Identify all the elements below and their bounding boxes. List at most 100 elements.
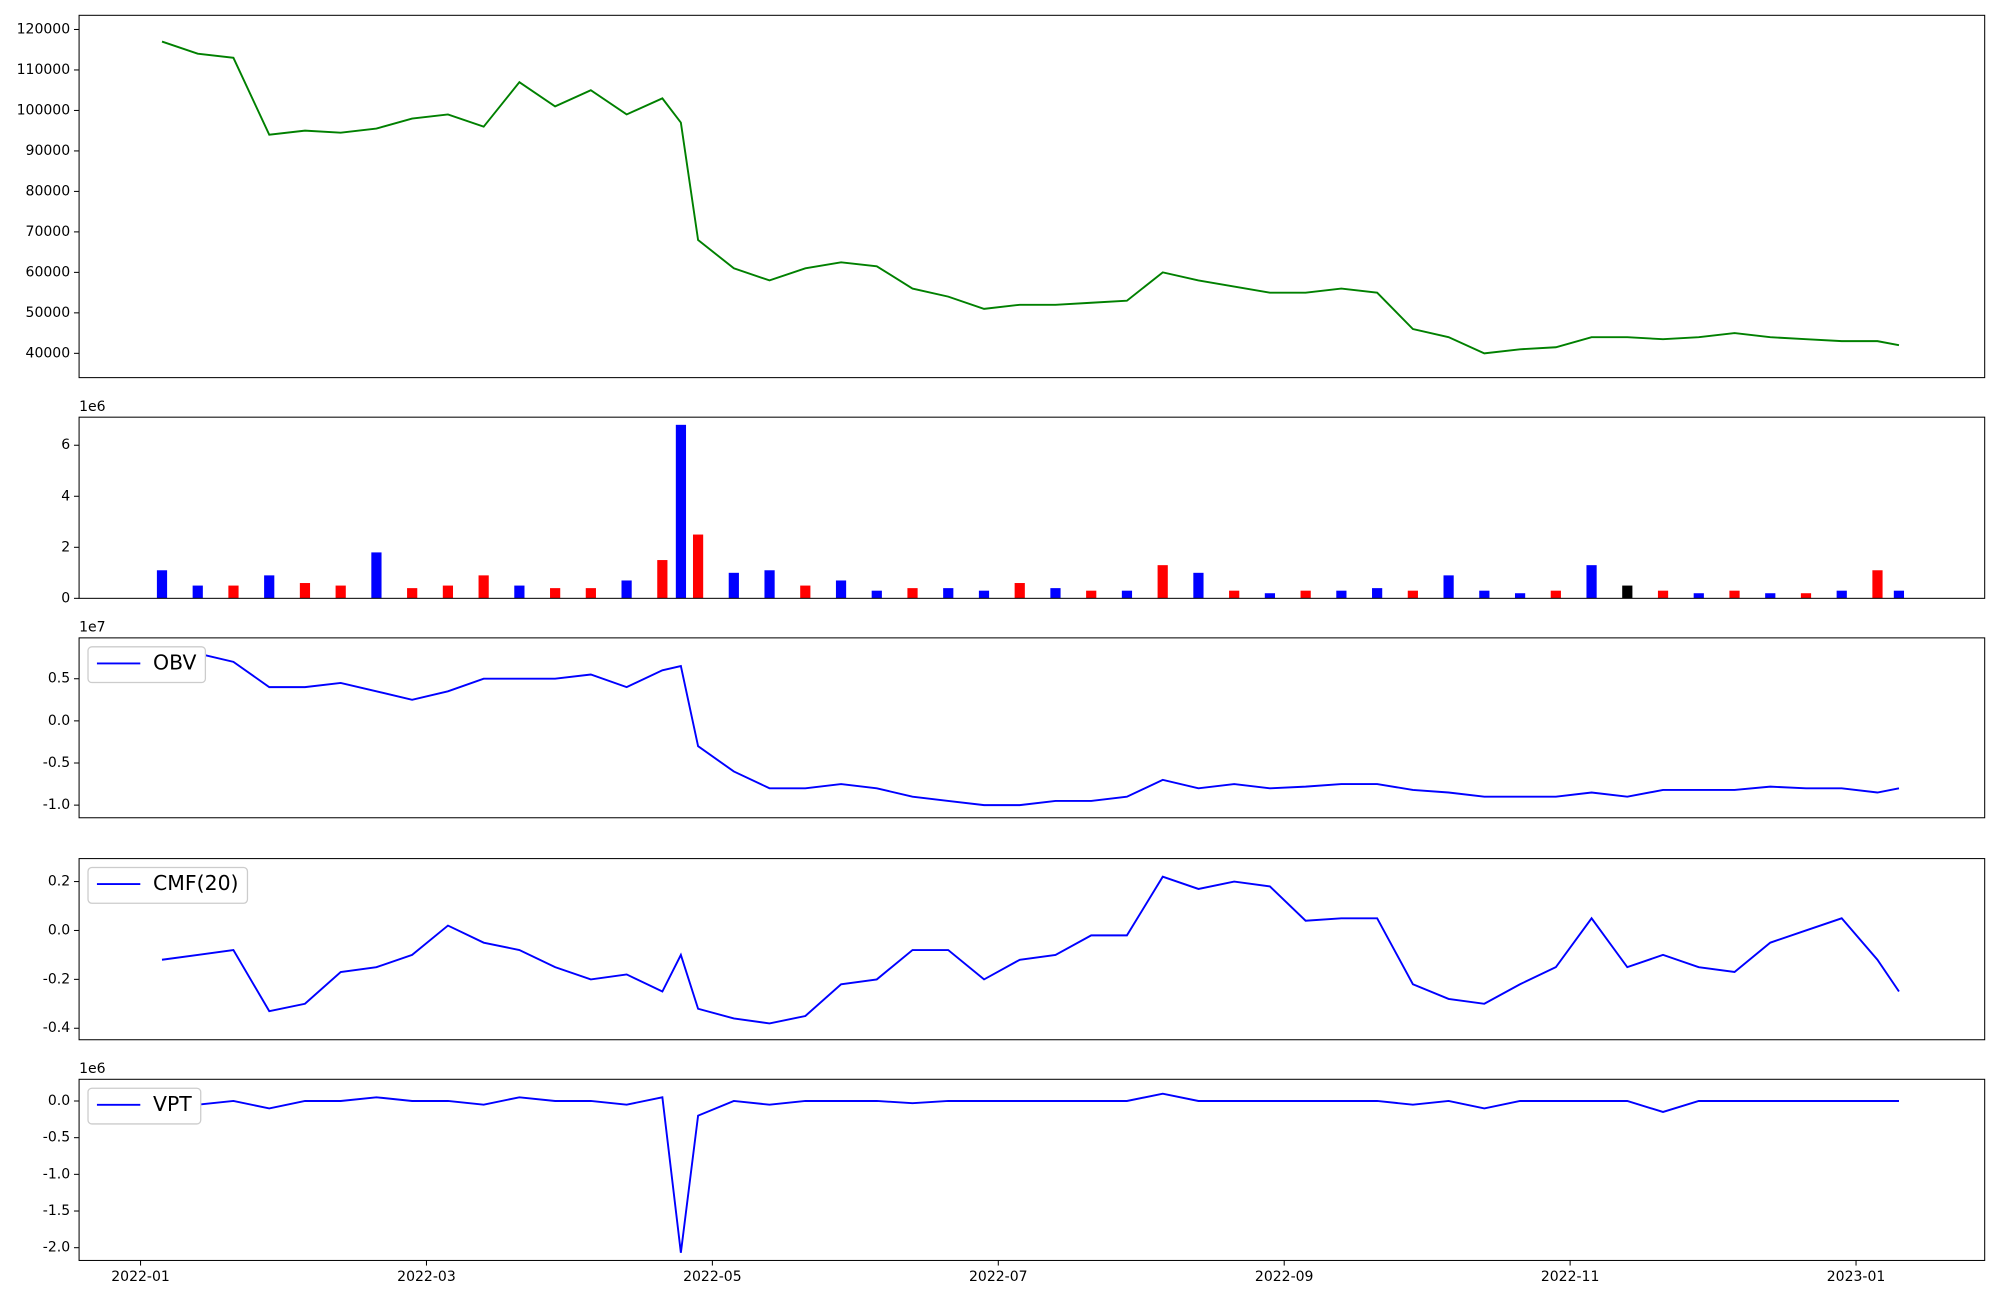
legend-box: [87, 1087, 202, 1125]
legend: VPT: [87, 1087, 202, 1125]
y-tick-label: 110000: [17, 62, 71, 78]
panel: -1.0 -0.5 0.0 0.5 1e7 OBV: [43, 620, 1986, 819]
axes-frame: [78, 14, 1986, 379]
y-tick-label: 40000: [26, 345, 71, 361]
legend: OBV: [87, 646, 207, 684]
volume-bar: [442, 585, 454, 599]
y-tick-label: 50000: [26, 305, 71, 321]
volume-bar: [1193, 572, 1204, 599]
volume-bar: [943, 588, 954, 599]
y-tick-label: 120000: [17, 21, 71, 37]
volume-bar: [192, 585, 203, 599]
volume-bar: [1550, 590, 1561, 599]
axes-frame: [78, 1078, 1986, 1261]
volume-bar: [1372, 588, 1383, 599]
volume-bar: [1157, 565, 1168, 599]
axes-frame: [78, 637, 1986, 819]
volume-bar: [1765, 593, 1776, 599]
volume-bar: [1300, 590, 1311, 599]
y-tick-label: -1.0: [43, 797, 70, 813]
legend-box: [87, 646, 207, 684]
volume-bar: [1836, 590, 1847, 599]
y-tick-label: 6: [61, 437, 70, 453]
panel: -2.0 -1.5 -1.0 -0.5 0.0 1e6 2022-01 2022-03 2022…: [43, 1061, 1986, 1285]
y-tick-label: -0.2: [43, 971, 70, 987]
axes-frame: [78, 416, 1986, 599]
y-tick-label: 0.0: [48, 1093, 70, 1109]
x-tick-label: 2023-01: [1827, 1269, 1886, 1285]
legend-box: [87, 866, 249, 904]
panel: -0.4 -0.2 0.0 0.2 CMF(20): [43, 858, 1986, 1041]
volume-bar: [1729, 590, 1740, 599]
volume-bar: [1086, 590, 1097, 599]
y-tick-label: 4: [61, 488, 70, 504]
volume-bar: [871, 590, 882, 599]
line: [161, 40, 1900, 355]
y-tick-label: 100000: [17, 102, 71, 118]
volume-bar: [228, 585, 239, 599]
volume-bar: [764, 570, 775, 599]
y-tick-label: -0.5: [43, 1130, 70, 1146]
legend-label: CMF(20): [153, 871, 238, 895]
volume-bar: [550, 588, 561, 599]
volume-bar: [156, 570, 168, 599]
volume-bar: [692, 534, 704, 599]
y-tick-label: 60000: [26, 264, 71, 280]
volume-bar: [1121, 590, 1133, 599]
y-tick-label: -0.5: [43, 755, 70, 771]
y-tick-label: -2.0: [43, 1240, 70, 1256]
volume-bar: [1872, 570, 1883, 599]
y-offset-label: 1e7: [79, 620, 105, 636]
x-tick-label: 2022-03: [397, 1269, 456, 1285]
volume-bar: [1050, 588, 1061, 599]
volume-bar: [1514, 593, 1526, 599]
volume-bar: [585, 588, 596, 599]
legend-label: VPT: [153, 1092, 192, 1116]
x-tick-label: 2022-11: [1541, 1269, 1600, 1285]
line: [161, 875, 1900, 1025]
volume-bar: [1657, 590, 1669, 599]
y-tick-label: 70000: [26, 224, 71, 240]
volume-bar: [1443, 575, 1454, 599]
volume-bar: [299, 583, 311, 599]
volume-bar: [1693, 593, 1704, 599]
panel: 40000 50000 60000 70000 80000 90000 100000 1100…: [17, 14, 1986, 379]
volume-bar: [1586, 565, 1597, 599]
volume-bar: [371, 552, 382, 599]
volume-bar: [407, 588, 418, 599]
volume-bar: [1622, 585, 1633, 599]
y-offset-label: 1e6: [79, 1061, 106, 1077]
y-tick-label: 0.5: [48, 671, 70, 687]
volume-bar: [621, 580, 632, 599]
volume-bar: [478, 575, 489, 599]
volume-bar: [1014, 583, 1025, 599]
volume-bar: [1800, 593, 1812, 599]
x-tick-label: 2022-01: [111, 1269, 170, 1285]
y-tick-label: 0.2: [48, 874, 70, 890]
volume-bar: [1264, 593, 1276, 599]
x-tick-label: 2022-07: [969, 1269, 1028, 1285]
volume-bar: [335, 585, 346, 599]
y-tick-label: -1.0: [43, 1166, 70, 1182]
legend-label: OBV: [153, 650, 196, 674]
volume-bar: [1229, 590, 1240, 599]
volume-bar: [728, 572, 739, 599]
y-tick-label: 2: [61, 539, 70, 555]
volume-bar: [264, 575, 275, 599]
volume-bar: [1407, 590, 1418, 599]
volume-bar: [800, 585, 811, 599]
x-tick-label: 2022-09: [1255, 1269, 1314, 1285]
panel: 0 2 4 6 1e6: [61, 399, 1986, 606]
volume-bar: [1893, 590, 1905, 599]
y-tick-label: 0: [61, 590, 70, 606]
volume-bar: [978, 590, 990, 599]
line: [161, 1092, 1899, 1253]
x-tick-label: 2022-05: [683, 1269, 742, 1285]
volume-bar: [657, 560, 668, 599]
volume-bar: [1336, 590, 1347, 599]
y-tick-label: -0.4: [43, 1020, 70, 1036]
axes-frame: [78, 858, 1986, 1041]
legend: CMF(20): [87, 866, 249, 904]
